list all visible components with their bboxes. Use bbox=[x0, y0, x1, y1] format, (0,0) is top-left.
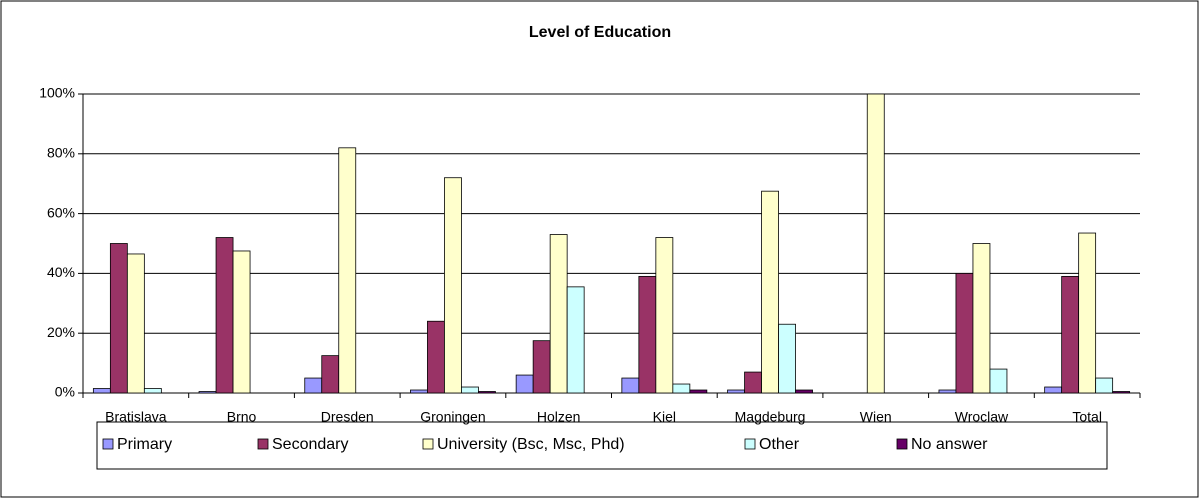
x-tick-label: Total bbox=[1072, 409, 1102, 425]
legend-label: No answer bbox=[911, 436, 988, 453]
bar bbox=[938, 389, 957, 394]
bar bbox=[304, 377, 323, 394]
bar bbox=[338, 147, 357, 394]
bar bbox=[232, 250, 251, 394]
x-tick-label: Dresden bbox=[321, 409, 374, 425]
bar bbox=[143, 388, 162, 394]
legend-label: Secondary bbox=[272, 436, 349, 453]
bar bbox=[410, 389, 428, 394]
legend-swatch bbox=[896, 438, 908, 450]
y-tick-label: 40% bbox=[47, 264, 75, 280]
x-tick-label: Wroclaw bbox=[955, 409, 1009, 425]
y-tick-label: 80% bbox=[47, 145, 75, 161]
bar bbox=[549, 234, 568, 394]
bar bbox=[92, 388, 111, 394]
bar bbox=[1061, 275, 1080, 394]
y-tick-label: 100% bbox=[39, 85, 75, 101]
x-tick-label: Wien bbox=[860, 409, 892, 425]
bar bbox=[689, 389, 708, 394]
bar bbox=[727, 389, 745, 394]
y-tick-label: 60% bbox=[47, 204, 75, 220]
bar bbox=[1095, 377, 1114, 394]
bar bbox=[532, 340, 551, 394]
legend-swatch bbox=[257, 438, 269, 450]
x-tick-label: Holzen bbox=[537, 409, 581, 425]
legend-label: Primary bbox=[117, 436, 172, 453]
bar bbox=[109, 243, 128, 394]
x-tick-label: Bratislava bbox=[105, 409, 167, 425]
x-tick-label: Brno bbox=[227, 409, 257, 425]
bar bbox=[955, 272, 974, 394]
chart-title: Level of Education bbox=[529, 24, 671, 41]
bar bbox=[672, 383, 691, 394]
bar bbox=[989, 368, 1008, 394]
legend-swatch bbox=[422, 438, 434, 450]
bar bbox=[621, 377, 640, 394]
x-tick-label: Groningen bbox=[420, 409, 485, 425]
x-tick-label: Magdeburg bbox=[735, 409, 806, 425]
bar bbox=[126, 253, 145, 394]
bar bbox=[1078, 232, 1097, 394]
bar bbox=[866, 93, 885, 394]
y-tick-label: 20% bbox=[47, 324, 75, 340]
bar bbox=[478, 391, 496, 394]
x-tick-label: Kiel bbox=[653, 409, 676, 425]
bar bbox=[744, 371, 762, 394]
bar bbox=[638, 275, 657, 394]
bar bbox=[198, 391, 217, 394]
bar bbox=[215, 237, 234, 394]
bar bbox=[515, 374, 534, 394]
bar bbox=[972, 243, 991, 394]
bar bbox=[655, 237, 674, 394]
legend-label: Other bbox=[759, 436, 800, 453]
bar bbox=[566, 286, 585, 394]
bar bbox=[427, 320, 445, 394]
bar bbox=[1044, 386, 1063, 394]
legend-label: University (Bsc, Msc, Phd) bbox=[437, 436, 625, 453]
bar bbox=[778, 323, 796, 394]
legend-swatch bbox=[744, 438, 756, 450]
bar bbox=[444, 177, 462, 394]
bar bbox=[795, 389, 813, 394]
legend-swatch bbox=[102, 438, 114, 450]
bar bbox=[321, 355, 340, 394]
bar bbox=[761, 190, 779, 394]
y-tick-label: 0% bbox=[55, 384, 75, 400]
bar bbox=[1112, 391, 1131, 394]
bar bbox=[461, 386, 479, 394]
